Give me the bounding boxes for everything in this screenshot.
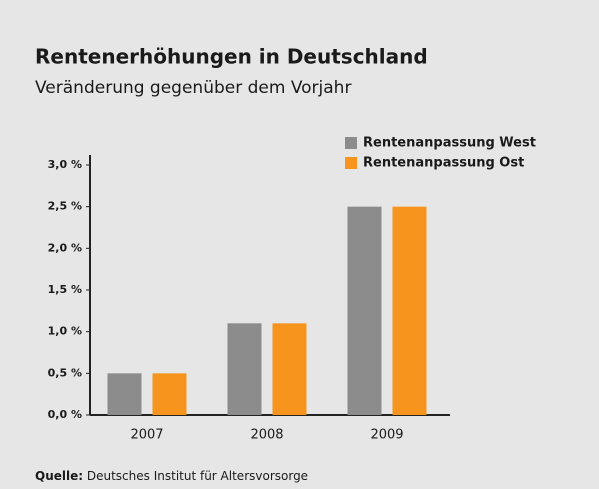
x-tick-label: 2007: [130, 428, 163, 443]
bar: [393, 207, 427, 415]
bar: [228, 323, 262, 415]
x-tick-label: 2008: [250, 428, 283, 443]
chart: Rentenerhöhungen in Deutschland Veränder…: [0, 0, 599, 489]
bar: [153, 373, 187, 415]
chart-title: Rentenerhöhungen in Deutschland: [35, 45, 428, 69]
y-tick-label: 1,5 %: [48, 283, 82, 296]
legend-label: Rentenanpassung West: [363, 136, 536, 151]
y-tick-label: 2,5 %: [48, 200, 82, 213]
y-tick-label: 0,5 %: [48, 366, 82, 379]
source-label: Quelle:: [35, 469, 83, 483]
legend-swatch: [345, 157, 357, 169]
x-tick-label: 2009: [370, 428, 403, 443]
bar: [108, 373, 142, 415]
y-tick-label: 1,0 %: [48, 325, 82, 338]
source-text: Deutsches Institut für Altersvorsorge: [87, 469, 308, 483]
legend-label: Rentenanpassung Ost: [363, 156, 524, 171]
bar: [348, 207, 382, 415]
chart-subtitle: Veränderung gegenüber dem Vorjahr: [35, 78, 351, 98]
y-tick-label: 3,0 %: [48, 158, 82, 171]
y-tick-label: 2,0 %: [48, 241, 82, 254]
source: Quelle: Deutsches Institut für Altersvor…: [35, 469, 308, 483]
legend-swatch: [345, 137, 357, 149]
y-tick-label: 0,0 %: [48, 408, 82, 421]
bar: [273, 323, 307, 415]
